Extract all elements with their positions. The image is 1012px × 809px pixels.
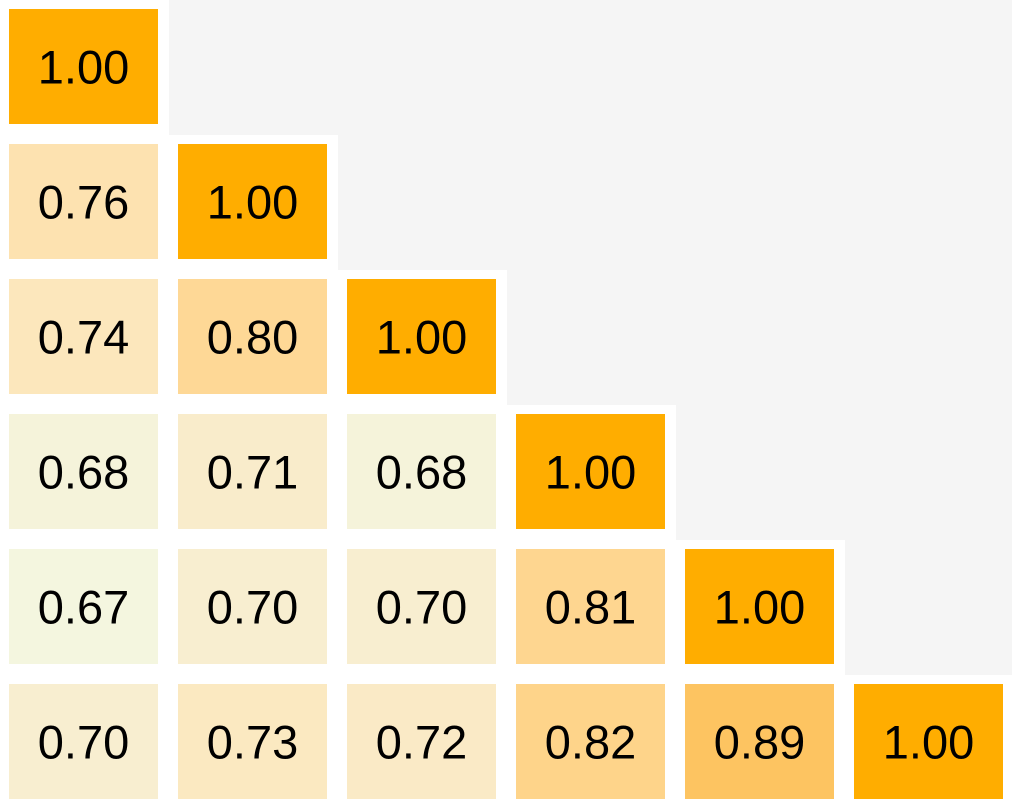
heatmap-cell-r4-c1 [178, 549, 327, 664]
heatmap-cell-r4-c2 [347, 549, 496, 664]
cell-value-label-r5-c5: 1.00 [883, 716, 974, 769]
heatmap-cell-r5-c1 [178, 684, 327, 799]
cell-value-label-r1-c1: 1.00 [207, 176, 298, 229]
heatmap-cell-r1-c1 [178, 144, 327, 259]
cell-value-label-r5-c0: 0.70 [38, 716, 129, 769]
cell-value-label-r1-c0: 0.76 [38, 176, 129, 229]
cell-value-label-r5-c2: 0.72 [376, 716, 467, 769]
cell-value-label-r4-c4: 1.00 [714, 581, 805, 634]
heatmap-cell-r2-c0 [9, 279, 158, 394]
cell-value-label-r3-c0: 0.68 [38, 446, 129, 499]
cell-value-label-r4-c0: 0.67 [38, 581, 129, 634]
heatmap-cell-r5-c2 [347, 684, 496, 799]
heatmap-cell-r0-c0 [9, 9, 158, 124]
heatmap-cell-r5-c0 [9, 684, 158, 799]
cell-value-label-r4-c3: 0.81 [545, 581, 636, 634]
heatmap-cell-r1-c0 [9, 144, 158, 259]
heatmap-cell-r2-c2 [347, 279, 496, 394]
cell-value-label-r5-c4: 0.89 [714, 716, 805, 769]
heatmap-cell-r5-c4 [685, 684, 834, 799]
cell-value-label-r5-c3: 0.82 [545, 716, 636, 769]
cell-value-label-r3-c2: 0.68 [376, 446, 467, 499]
cell-value-label-r5-c1: 0.73 [207, 716, 298, 769]
heatmap-cell-r3-c1 [178, 414, 327, 529]
cell-value-label-r4-c1: 0.70 [207, 581, 298, 634]
cell-value-label-r3-c3: 1.00 [545, 446, 636, 499]
heatmap-cell-r2-c1 [178, 279, 327, 394]
cell-value-label-r2-c0: 0.74 [38, 311, 129, 364]
heatmap-cell-r3-c0 [9, 414, 158, 529]
heatmap-cell-r4-c0 [9, 549, 158, 664]
cell-value-label-r3-c1: 0.71 [207, 446, 298, 499]
heatmap-cell-r5-c3 [516, 684, 665, 799]
heatmap-cell-r4-c4 [685, 549, 834, 664]
cell-value-label-r4-c2: 0.70 [376, 581, 467, 634]
heatmap-cell-r4-c3 [516, 549, 665, 664]
heatmap-cell-r3-c2 [347, 414, 496, 529]
heatmap-cell-r3-c3 [516, 414, 665, 529]
cell-value-label-r0-c0: 1.00 [38, 41, 129, 94]
heatmap-cell-r5-c5 [854, 684, 1003, 799]
cell-value-label-r2-c1: 0.80 [207, 311, 298, 364]
cell-value-label-r2-c2: 1.00 [376, 311, 467, 364]
